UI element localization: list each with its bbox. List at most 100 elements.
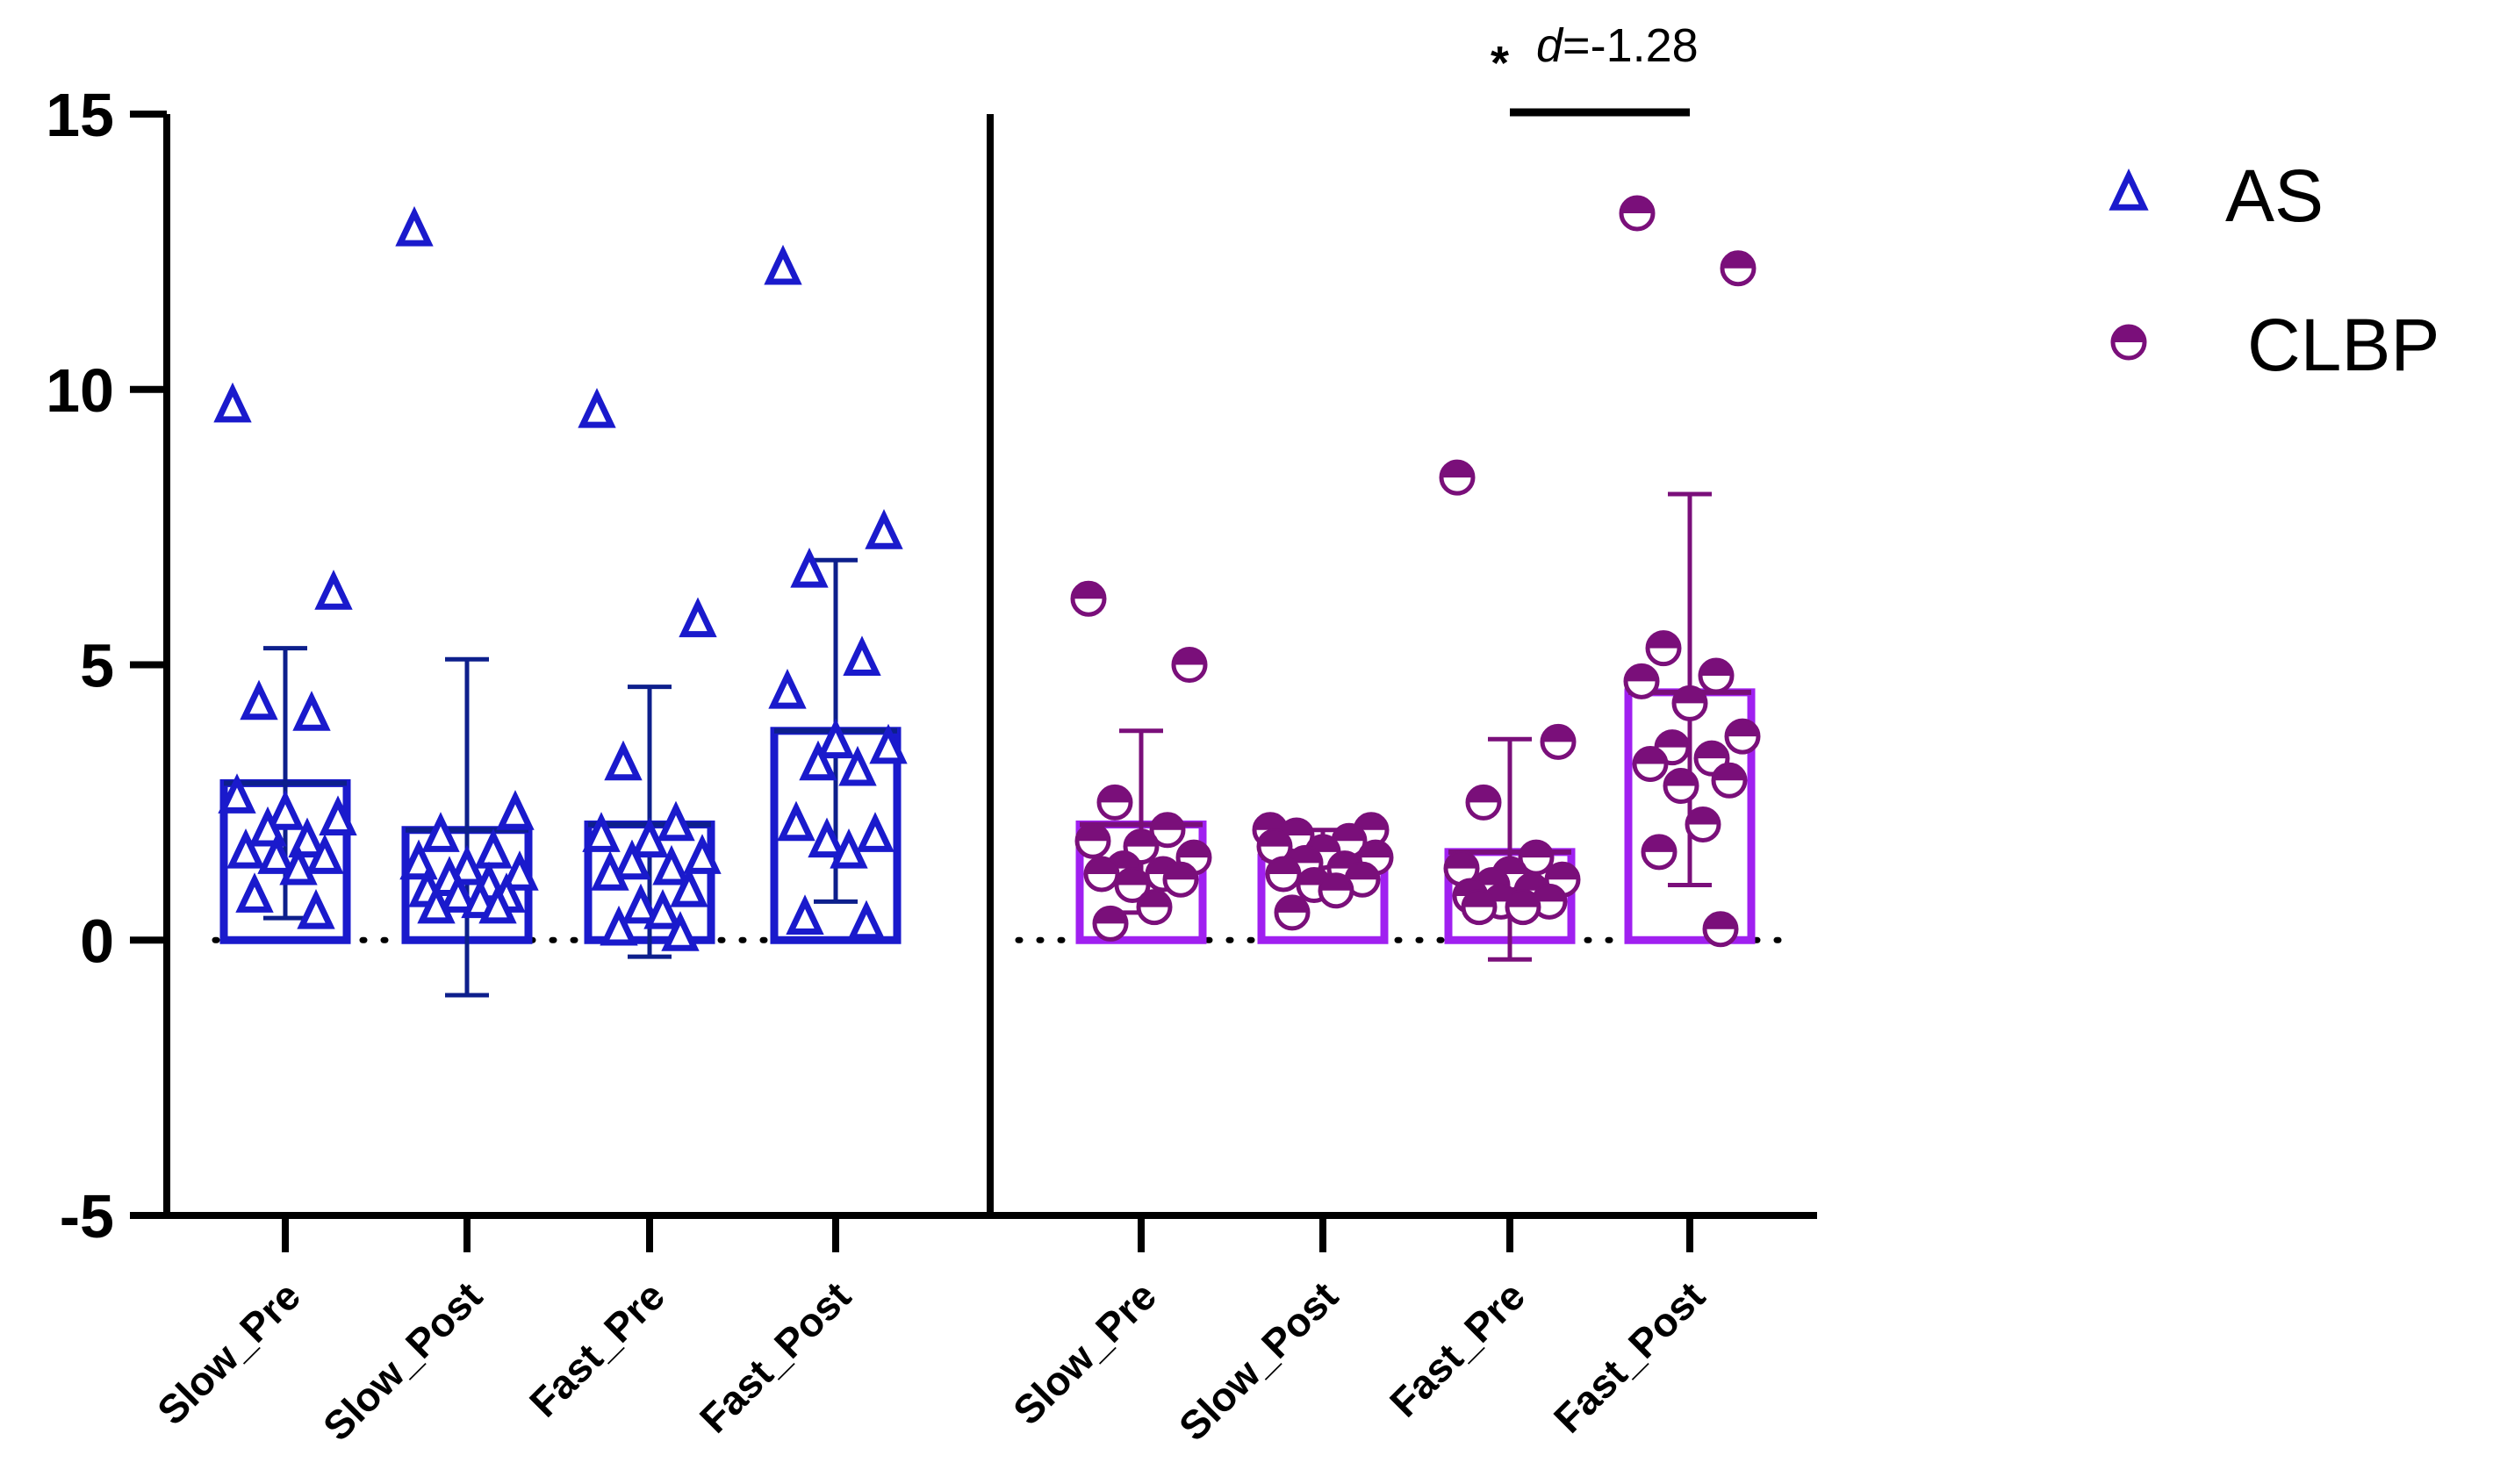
half-circle-marker-fill	[1268, 857, 1299, 874]
legend-half-circle-marker	[2110, 324, 2147, 361]
half-circle-marker-fill	[1520, 842, 1552, 858]
half-circle-marker-fill	[1320, 874, 1352, 891]
data-point-clbp-slow-pre	[1162, 861, 1199, 898]
data-point-clbp-fast-post	[1702, 911, 1739, 948]
data-point-clbp-slow-pre	[1083, 856, 1120, 893]
data-point-as-slow-pre	[235, 872, 274, 913]
x-tick-label-as-fast-pre: Fast_Pre	[521, 1273, 673, 1425]
effect-size-d: d	[1536, 19, 1564, 72]
data-point-clbp-slow-post	[1331, 822, 1368, 859]
x-tick-label-as-slow-post: Slow_Post	[314, 1273, 491, 1449]
x-tick-label-clbp-slow-post: Slow_Post	[1170, 1273, 1347, 1449]
data-point-clbp-fast-pre	[1465, 784, 1502, 821]
x-tick-label-clbp-fast-pre: Fast_Pre	[1381, 1273, 1534, 1425]
data-point-as-fast-pre	[600, 905, 638, 946]
data-point-as-fast-pre	[621, 883, 660, 924]
data-point-as-fast-pre	[630, 817, 669, 858]
data-point-as-slow-pre	[226, 828, 265, 869]
half-circle-marker-fill	[1165, 864, 1196, 880]
data-point-as-fast-pre	[643, 889, 682, 929]
data-point-clbp-fast-pre	[1439, 459, 1476, 496]
data-point-clbp-fast-post	[1663, 768, 1699, 805]
half-circle-marker-fill	[1290, 847, 1321, 864]
half-circle-marker-fill	[2113, 326, 2145, 342]
data-point-clbp-slow-post	[1274, 894, 1311, 931]
data-point-as-fast-pre	[604, 740, 643, 781]
y-tick-label: 15	[46, 81, 114, 149]
data-point-as-fast-post	[808, 817, 846, 858]
significance-star: *	[1491, 37, 1509, 90]
half-circle-marker-fill	[1507, 891, 1539, 907]
data-point-clbp-slow-pre	[1171, 647, 1208, 683]
half-circle-marker-fill	[1152, 814, 1183, 830]
y-tick-label: 0	[80, 907, 114, 975]
data-point-clbp-slow-pre	[1070, 580, 1107, 617]
data-point-clbp-fast-post	[1724, 718, 1761, 755]
data-point-as-fast-post	[843, 635, 881, 677]
half-circle-marker-fill	[1665, 770, 1697, 786]
data-point-as-slow-post	[448, 844, 486, 885]
data-point-as-slow-pre	[213, 382, 252, 423]
data-point-as-fast-pre	[578, 387, 616, 428]
x-tick-label-clbp-fast-post: Fast_Post	[1545, 1273, 1713, 1441]
data-point-as-slow-post	[496, 790, 535, 830]
data-point-as-slow-pre	[292, 691, 331, 731]
data-point-as-fast-post	[764, 244, 802, 285]
data-point-as-fast-post	[786, 894, 824, 935]
data-point-as-slow-pre	[288, 817, 327, 858]
half-circle-marker-fill	[1534, 885, 1565, 902]
half-circle-marker-fill	[1727, 720, 1758, 737]
half-circle-marker-fill	[1705, 913, 1736, 929]
data-point-clbp-fast-post	[1671, 685, 1708, 721]
x-tick-label-clbp-slow-pre: Slow_Pre	[1004, 1273, 1165, 1433]
data-point-as-fast-post	[838, 745, 877, 786]
half-circle-marker-fill	[1254, 814, 1286, 830]
data-point-clbp-fast-post	[1685, 806, 1721, 842]
half-circle-marker-fill	[1626, 665, 1657, 682]
half-circle-marker-fill	[1547, 864, 1578, 880]
data-point-clbp-fast-post	[1720, 250, 1757, 287]
data-point-as-slow-post	[474, 828, 513, 869]
data-point-as-fast-post	[799, 740, 837, 781]
data-point-as-slow-pre	[248, 806, 287, 847]
half-circle-marker-fill	[1077, 825, 1109, 842]
data-point-clbp-fast-post	[1711, 762, 1748, 799]
data-point-as-fast-pre	[582, 812, 621, 852]
data-point-as-slow-pre	[257, 834, 296, 874]
half-circle-marker-fill	[1099, 786, 1131, 803]
data-point-as-fast-pre	[679, 597, 717, 638]
half-circle-marker-fill	[1687, 808, 1719, 825]
data-point-as-fast-post	[847, 900, 886, 941]
half-circle-marker-fill	[1722, 252, 1754, 269]
data-point-clbp-fast-pre	[1531, 883, 1568, 920]
data-point-as-fast-pre	[613, 839, 651, 880]
data-point-clbp-fast-post	[1632, 745, 1669, 782]
half-circle-marker-fill	[1117, 869, 1148, 885]
half-circle-marker-fill	[1073, 583, 1104, 599]
data-point-as-slow-pre	[266, 790, 305, 830]
data-point-clbp-fast-pre	[1443, 850, 1480, 887]
data-point-clbp-fast-post	[1641, 834, 1678, 871]
data-point-as-fast-post	[816, 718, 855, 759]
data-point-as-fast-pre	[652, 844, 691, 885]
data-point-clbp-slow-pre	[1136, 889, 1173, 926]
y-tick-label: -5	[60, 1182, 114, 1251]
legend-clbp-label: CLBP	[2247, 304, 2439, 386]
data-point-clbp-slow-post	[1318, 872, 1354, 909]
data-point-as-fast-pre	[657, 800, 695, 842]
effect-size-label: d=-1.28	[1536, 19, 1699, 72]
half-circle-marker-fill	[1276, 896, 1308, 913]
x-tick-label-as-slow-pre: Slow_Pre	[148, 1273, 309, 1433]
data-point-clbp-slow-post	[1265, 856, 1302, 893]
data-point-as-fast-post	[869, 723, 908, 764]
legend-as-label: AS	[2225, 154, 2324, 237]
axes-layer	[130, 111, 1817, 1252]
data-point-as-slow-post	[421, 812, 460, 852]
legend-clbp-marker	[2110, 324, 2147, 361]
data-point-as-slow-pre	[279, 844, 318, 885]
data-point-as-fast-post	[865, 509, 903, 549]
half-circle-marker-fill	[1643, 835, 1675, 852]
half-circle-marker-fill	[1700, 660, 1732, 677]
data-point-as-fast-post	[856, 812, 894, 852]
